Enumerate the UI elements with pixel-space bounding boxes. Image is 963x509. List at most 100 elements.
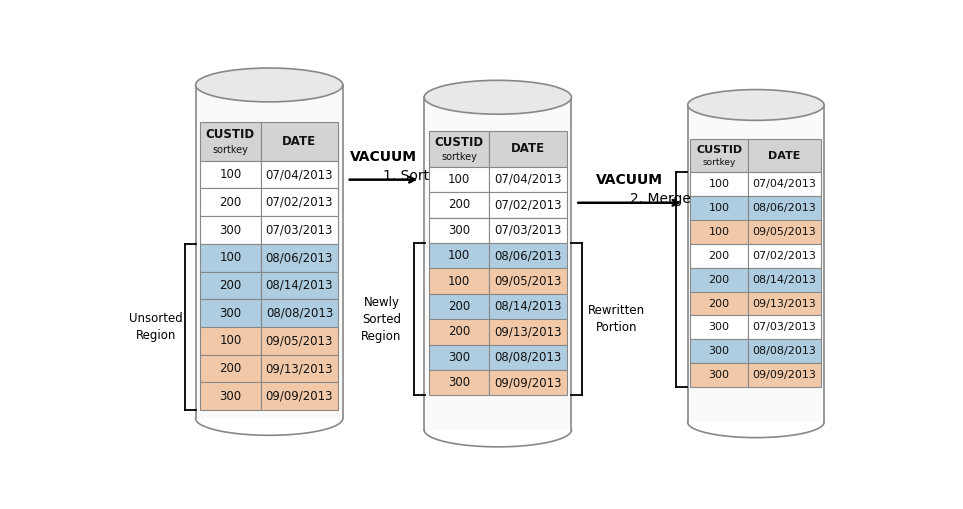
- Text: 07/03/2013: 07/03/2013: [494, 224, 561, 237]
- Polygon shape: [688, 105, 824, 422]
- Text: 07/04/2013: 07/04/2013: [266, 168, 333, 181]
- Text: 100: 100: [448, 173, 470, 186]
- Text: CUSTID: CUSTID: [206, 128, 255, 141]
- Text: 300: 300: [220, 390, 242, 403]
- Polygon shape: [747, 139, 821, 172]
- Polygon shape: [261, 327, 338, 355]
- Text: 100: 100: [220, 251, 242, 264]
- Text: 200: 200: [709, 299, 730, 308]
- Text: sortkey: sortkey: [441, 152, 477, 162]
- Polygon shape: [747, 316, 821, 340]
- Text: 09/13/2013: 09/13/2013: [753, 299, 817, 308]
- Polygon shape: [489, 294, 567, 319]
- Text: 100: 100: [709, 179, 730, 189]
- Polygon shape: [200, 355, 261, 382]
- Text: 08/14/2013: 08/14/2013: [266, 279, 333, 292]
- Polygon shape: [429, 243, 489, 268]
- Polygon shape: [261, 382, 338, 410]
- Text: 07/04/2013: 07/04/2013: [753, 179, 817, 189]
- Text: sortkey: sortkey: [702, 158, 736, 167]
- Polygon shape: [429, 268, 489, 294]
- Text: Newly
Sorted
Region: Newly Sorted Region: [361, 296, 402, 343]
- Polygon shape: [429, 167, 489, 192]
- Text: 2. Merge: 2. Merge: [630, 192, 690, 206]
- Text: 07/03/2013: 07/03/2013: [266, 223, 333, 237]
- Polygon shape: [747, 172, 821, 196]
- Text: 07/02/2013: 07/02/2013: [494, 199, 561, 211]
- Text: 08/06/2013: 08/06/2013: [753, 203, 817, 213]
- Text: 07/03/2013: 07/03/2013: [753, 322, 817, 332]
- Text: 200: 200: [709, 275, 730, 285]
- Polygon shape: [489, 167, 567, 192]
- Text: 08/08/2013: 08/08/2013: [266, 307, 333, 320]
- Text: 100: 100: [448, 274, 470, 288]
- Polygon shape: [690, 316, 747, 340]
- Polygon shape: [195, 85, 343, 418]
- Text: 100: 100: [448, 249, 470, 262]
- Text: 200: 200: [709, 251, 730, 261]
- Polygon shape: [690, 268, 747, 292]
- Text: 200: 200: [448, 300, 470, 313]
- Polygon shape: [200, 161, 261, 188]
- Text: 09/09/2013: 09/09/2013: [266, 390, 333, 403]
- Polygon shape: [747, 244, 821, 268]
- Text: 09/05/2013: 09/05/2013: [494, 274, 561, 288]
- Polygon shape: [200, 188, 261, 216]
- Polygon shape: [747, 292, 821, 316]
- Text: VACUUM: VACUUM: [596, 173, 664, 187]
- Polygon shape: [747, 196, 821, 220]
- Polygon shape: [489, 217, 567, 243]
- Polygon shape: [200, 216, 261, 244]
- Polygon shape: [747, 340, 821, 363]
- Polygon shape: [200, 122, 261, 161]
- Polygon shape: [200, 244, 261, 272]
- Text: 09/13/2013: 09/13/2013: [494, 325, 561, 338]
- Text: CUSTID: CUSTID: [696, 145, 742, 155]
- Polygon shape: [489, 243, 567, 268]
- Text: 100: 100: [220, 334, 242, 348]
- Polygon shape: [429, 319, 489, 345]
- Text: 09/13/2013: 09/13/2013: [266, 362, 333, 375]
- Text: 1. Sort: 1. Sort: [383, 169, 429, 183]
- Text: DATE: DATE: [282, 135, 317, 148]
- Polygon shape: [429, 131, 489, 167]
- Polygon shape: [690, 172, 747, 196]
- Text: 300: 300: [709, 346, 730, 356]
- Text: 300: 300: [448, 224, 470, 237]
- Polygon shape: [690, 139, 747, 172]
- Polygon shape: [261, 122, 338, 161]
- Polygon shape: [261, 355, 338, 382]
- Polygon shape: [489, 131, 567, 167]
- Text: CUSTID: CUSTID: [434, 136, 483, 149]
- Text: 300: 300: [709, 370, 730, 380]
- Polygon shape: [747, 220, 821, 244]
- Text: 08/08/2013: 08/08/2013: [494, 351, 561, 364]
- Text: 07/02/2013: 07/02/2013: [266, 196, 333, 209]
- Polygon shape: [690, 244, 747, 268]
- Ellipse shape: [688, 90, 824, 120]
- Polygon shape: [200, 382, 261, 410]
- Text: 300: 300: [220, 223, 242, 237]
- Polygon shape: [429, 370, 489, 395]
- Polygon shape: [747, 268, 821, 292]
- Text: 200: 200: [448, 325, 470, 338]
- Polygon shape: [200, 299, 261, 327]
- Text: 300: 300: [220, 307, 242, 320]
- Polygon shape: [200, 272, 261, 299]
- Polygon shape: [690, 340, 747, 363]
- Text: 08/08/2013: 08/08/2013: [753, 346, 817, 356]
- Text: 09/09/2013: 09/09/2013: [494, 376, 561, 389]
- Text: Unsorted
Region: Unsorted Region: [129, 312, 183, 342]
- Text: 08/14/2013: 08/14/2013: [753, 275, 817, 285]
- Polygon shape: [429, 345, 489, 370]
- Text: DATE: DATE: [511, 143, 545, 155]
- Text: 100: 100: [709, 203, 730, 213]
- Text: 08/14/2013: 08/14/2013: [494, 300, 561, 313]
- Polygon shape: [489, 319, 567, 345]
- Polygon shape: [690, 363, 747, 387]
- Text: 300: 300: [448, 351, 470, 364]
- Polygon shape: [489, 370, 567, 395]
- Text: 09/09/2013: 09/09/2013: [753, 370, 817, 380]
- Polygon shape: [261, 188, 338, 216]
- Text: 09/05/2013: 09/05/2013: [266, 334, 333, 348]
